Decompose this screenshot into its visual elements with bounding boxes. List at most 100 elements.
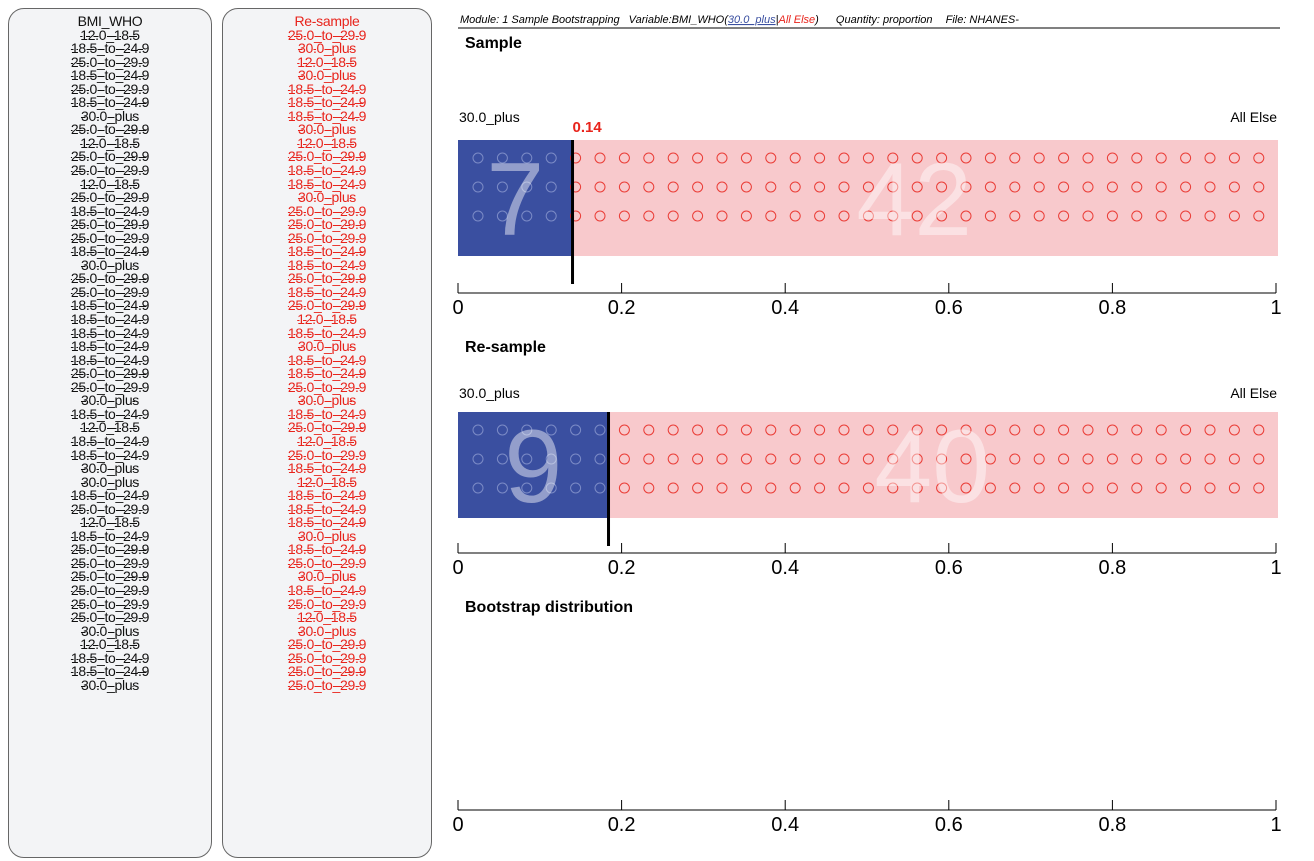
other-observation-dot [789,453,801,465]
resample-proportion-plot: 9 40 [458,409,1278,546]
other-observation-dot [862,453,874,465]
sample-value-row: 25.0_to_29.9 [70,121,150,138]
focus-observation-dot [521,453,533,465]
other-observation-dot [1058,482,1070,494]
resample-value-row: 18.5_to_24.9 [287,365,367,382]
other-observation-dot [1131,210,1143,222]
other-observation-dot [1180,482,1192,494]
other-observation-dot [1106,181,1118,193]
other-observation-dot [692,210,704,222]
focus-observation-dot [570,424,582,436]
other-observation-dot [1204,210,1216,222]
resample-value-row: 25.0_to_29.9 [287,636,367,653]
other-observation-dot [692,453,704,465]
other-observation-dot [789,210,801,222]
sample-value-row: 12.0_18.5 [80,134,140,151]
resample-value-row: 25.0_to_29.9 [287,216,367,233]
resample-value-row: 18.5_to_24.9 [287,405,367,422]
resample-value-row: 18.5_to_24.9 [287,107,367,124]
other-observation-dot [1131,181,1143,193]
resample-axis: 0 0.2 0.4 0.6 0.8 1 [452,543,1282,579]
header-module: Module: 1 Sample Bootstrapping [460,14,620,26]
other-observation-dot [1131,424,1143,436]
axis-tick-label: 0.8 [1098,297,1126,319]
sample-value-row: 18.5_to_24.9 [70,487,150,504]
focus-observation-dot [496,210,508,222]
other-observation-dot [740,424,752,436]
resample-value-row: 12.0_18.5 [297,473,357,490]
other-observation-dot [887,152,899,164]
other-observation-dot [1009,424,1021,436]
other-observation-dot [814,482,826,494]
other-observation-dot [692,152,704,164]
resample-column-header: Re-sample [294,13,360,29]
focus-category-bar [458,140,573,256]
axis-tick-label: 0 [452,557,463,579]
other-observation-dot [814,424,826,436]
other-count: 40 [874,409,990,525]
sample-value-row: 25.0_to_29.9 [70,554,150,571]
sample-value-row: 25.0_to_29.9 [70,500,150,517]
other-observation-dot [692,181,704,193]
other-observation-dot [984,181,996,193]
resample-value-row: 30.0_plus [297,568,357,585]
other-observation-dot [887,424,899,436]
sample-column-header: BMI_WHO [77,13,143,29]
other-observation-dot [570,210,582,222]
header-file: File: NHANES- [946,14,1020,26]
axis-tick-label: 0.2 [608,557,636,579]
other-observation-dot [814,152,826,164]
other-observation-dot [1033,424,1045,436]
other-observation-dot [1180,152,1192,164]
sample-value-row: 18.5_to_24.9 [70,432,150,449]
sample-left-label: 30.0_plus [459,109,520,125]
focus-observation-dot [521,210,533,222]
resample-value-row: 25.0_to_29.9 [287,676,367,693]
other-observation-dot [984,453,996,465]
other-observation-dot [838,181,850,193]
other-observation-dot [1009,210,1021,222]
sample-value-row: 25.0_to_29.9 [70,216,150,233]
other-observation-dot [667,181,679,193]
sample-data-column[interactable]: BMI_WHO 12.0_18.5 18.5_to_24.9 25.0_to_29.… [8,8,212,858]
axis-tick-label: 1 [1270,297,1281,319]
other-observation-dot [789,181,801,193]
sample-value-row: 18.5_to_24.9 [70,324,150,341]
other-observation-dot [1253,482,1265,494]
other-observation-dot [911,482,923,494]
resample-values-list: 25.0_to_29.9 30.0_plus 12.0_18.5 30.0_plus 1… [223,26,431,693]
other-observation-dot [936,453,948,465]
other-observation-dot [1033,152,1045,164]
resample-data-column[interactable]: Re-sample 25.0_to_29.9 30.0_plus 12.0_18.5… [222,8,432,858]
other-observation-dot [887,181,899,193]
other-observation-dot [716,424,728,436]
resample-value-row: 25.0_to_29.9 [287,26,367,43]
other-observation-dot [716,482,728,494]
other-observation-dot [1106,424,1118,436]
resample-value-row: 18.5_to_24.9 [287,324,367,341]
other-observation-dot [570,181,582,193]
focus-count: 7 [486,142,544,258]
other-observation-dot [1180,453,1192,465]
axis-tick-label: 1 [1270,557,1281,579]
other-observation-dot [984,152,996,164]
other-observation-dot [643,482,655,494]
other-observation-dot [1106,453,1118,465]
focus-observation-dot [472,181,484,193]
other-observation-dot [789,424,801,436]
other-observation-dot [838,482,850,494]
other-observation-dot [1155,152,1167,164]
other-observation-dot [1033,482,1045,494]
other-observation-dot [716,152,728,164]
other-observation-dot [618,424,630,436]
other-observation-dot [1204,181,1216,193]
other-observation-dot [618,210,630,222]
resample-value-row: 18.5_to_24.9 [287,256,367,273]
resample-value-row: 25.0_to_29.9 [287,202,367,219]
sample-value-row: 18.5_to_24.9 [70,405,150,422]
axis-tick-label: 0.2 [608,814,636,836]
header-focus-value: 30.0_plus [728,14,776,26]
focus-observation-dot [521,181,533,193]
sample-proportion-plot: 7 42 0.14 [458,119,1278,284]
